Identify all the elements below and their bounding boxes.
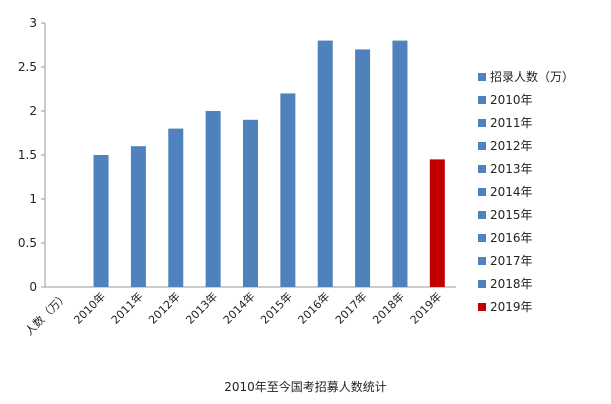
legend-label: 2010年: [490, 93, 533, 107]
y-tick-label: 3: [29, 16, 37, 30]
bar-2015年: [280, 93, 296, 288]
legend-label: 2013年: [490, 162, 533, 176]
bar-2011年: [130, 146, 146, 287]
legend-swatch: [478, 280, 486, 288]
legend-swatch: [478, 119, 486, 127]
legend-swatch: [478, 257, 486, 265]
x-tick-label: 2012年: [145, 289, 182, 326]
bars-group: [93, 40, 445, 288]
legend-label: 2015年: [490, 208, 533, 222]
x-tick-label: 2016年: [295, 289, 332, 326]
x-tick-label: 人数（万）: [23, 290, 71, 338]
y-tick-label: 1: [29, 192, 37, 206]
bar-2016年: [317, 40, 333, 287]
bar-chart: 00.511.522.53 人数（万） 2010年 2011年 2012年 2013年 2…: [18, 16, 574, 338]
x-tick-label: 2015年: [258, 289, 295, 326]
bar-2017年: [355, 49, 371, 288]
x-axis-labels: 人数（万） 2010年 2011年 2012年 2013年 2014年 2015年 2016年…: [23, 289, 445, 338]
legend-label: 2011年: [490, 116, 533, 130]
legend-swatch: [478, 96, 486, 104]
y-tick-label: 2: [29, 104, 37, 118]
x-tick-label: 2014年: [220, 289, 257, 326]
legend-label: 2014年: [490, 185, 533, 199]
legend-swatch: [478, 188, 486, 196]
y-tick-label: 2.5: [18, 60, 37, 74]
legend-swatch: [478, 234, 486, 242]
x-tick-label: 2013年: [183, 289, 220, 326]
bar-2013年: [205, 111, 221, 287]
x-tick-label: 2017年: [332, 289, 369, 326]
legend: 招录人数（万） 2010年 2011年 2012年 2013年 2014年 2015年 201…: [478, 69, 574, 314]
y-tick-label: 0: [29, 280, 37, 294]
bar-2012年: [168, 128, 184, 287]
y-axis: 0 0.5 1 1.5 2 2.5 3: [18, 16, 456, 294]
legend-swatch: [478, 142, 486, 150]
legend-label: 招录人数（万）: [490, 69, 574, 84]
x-tick-label: 2018年: [370, 289, 407, 326]
legend-label: 2012年: [490, 139, 533, 153]
bar-2010年: [93, 155, 109, 287]
legend-label: 2016年: [490, 231, 533, 245]
bar-2018年: [392, 40, 408, 287]
y-tick-label: 1.5: [18, 148, 37, 162]
legend-swatch: [478, 73, 486, 81]
x-tick-label: 2019年: [407, 289, 444, 326]
chart-caption: 2010年至今国考招募人数统计: [224, 380, 387, 394]
legend-swatch: [478, 165, 486, 173]
legend-label: 2018年: [490, 277, 533, 291]
legend-label: 2019年: [490, 300, 533, 314]
y-tick-label: 0.5: [18, 236, 37, 250]
x-tick-label: 2011年: [108, 289, 145, 326]
legend-swatch: [478, 303, 486, 311]
legend-label: 2017年: [490, 254, 533, 268]
bar-2019年: [429, 159, 445, 287]
bar-2014年: [243, 119, 258, 287]
x-tick-label: 2010年: [71, 289, 108, 326]
legend-swatch: [478, 211, 486, 219]
